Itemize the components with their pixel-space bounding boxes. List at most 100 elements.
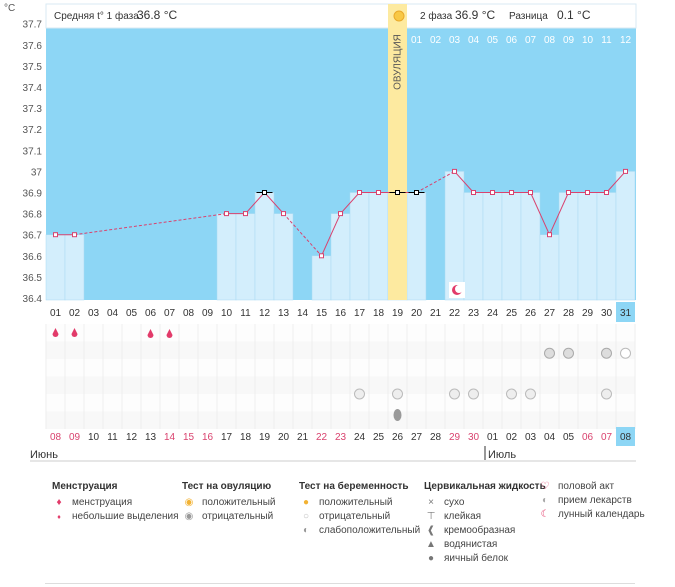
date-label: 02 bbox=[506, 432, 518, 443]
date-label: 11 bbox=[107, 432, 118, 443]
phase2-day-label: 05 bbox=[487, 35, 499, 46]
sticky-icon: ⊤ bbox=[426, 511, 436, 522]
cycle-day-number: 28 bbox=[563, 308, 575, 319]
temperature-bar bbox=[463, 192, 484, 301]
symptom-grid bbox=[45, 324, 636, 429]
temperature-point bbox=[623, 168, 628, 174]
ovulation-negative-icon bbox=[563, 347, 574, 359]
date-label: 08 bbox=[50, 432, 62, 443]
today-date-highlight bbox=[616, 427, 635, 446]
cycle-day-number: 21 bbox=[430, 308, 442, 319]
cycle-day-number: 29 bbox=[582, 308, 594, 319]
y-tick-label: 36.7 bbox=[23, 231, 43, 242]
temperature-bar bbox=[444, 171, 465, 301]
cycle-day-number: 23 bbox=[468, 308, 480, 319]
date-label: 04 bbox=[544, 432, 556, 443]
line-segment bbox=[340, 192, 360, 214]
grid-row bbox=[46, 324, 635, 342]
egg-white-icon: ● bbox=[427, 553, 435, 564]
dry-icon: × bbox=[428, 497, 434, 508]
line-segment bbox=[283, 213, 322, 257]
date-label: 10 bbox=[88, 432, 100, 443]
legend-title: Цервикальная жидкость bbox=[424, 481, 546, 492]
menstruation-drop-icon bbox=[166, 329, 173, 338]
cycle-day-number: 14 bbox=[297, 308, 309, 319]
ovulation-column: ОВУЛЯЦИЯ bbox=[388, 4, 407, 300]
date-label: 16 bbox=[202, 432, 214, 443]
temperature-points bbox=[53, 168, 628, 259]
cycle-day-number: 15 bbox=[316, 308, 328, 319]
pill-icon bbox=[354, 388, 365, 400]
temperature-point bbox=[566, 190, 571, 195]
date-label: 21 bbox=[297, 432, 309, 443]
temperature-bar bbox=[235, 213, 256, 301]
phase2-day-label: 07 bbox=[525, 35, 537, 46]
cycle-day-number: 11 bbox=[240, 308, 251, 319]
temperature-point bbox=[547, 232, 552, 238]
temperature-bar bbox=[406, 192, 427, 301]
temperature-bar bbox=[216, 213, 237, 301]
date-label: 09 bbox=[69, 432, 81, 443]
ovulation-band bbox=[388, 4, 407, 300]
legend-cervical-fluid: Цервикальная жидкость × сухо ⊤ клейкая ❰ кр… bbox=[424, 480, 546, 566]
temperature-bar bbox=[64, 234, 85, 301]
date-label: 08 bbox=[620, 432, 632, 443]
month-july: Июль bbox=[488, 449, 516, 461]
temperature-point bbox=[414, 190, 419, 195]
moon-icon[interactable] bbox=[449, 282, 465, 298]
line-segment bbox=[74, 213, 227, 236]
moon-legend-icon: ☾ bbox=[540, 509, 550, 520]
legend-item: ▲ водянистая bbox=[424, 538, 546, 552]
legend-item: ◐ слабоположительный bbox=[299, 524, 420, 538]
date-label: 27 bbox=[411, 432, 423, 443]
pregnancy-weak-icon: ◐ bbox=[302, 525, 310, 536]
temperature-bar bbox=[330, 213, 351, 301]
y-tick-label: 36.8 bbox=[23, 210, 43, 221]
pregnancy-positive-icon: ● bbox=[302, 497, 310, 508]
date-label: 07 bbox=[601, 432, 613, 443]
phase2-label: 2 фаза bbox=[420, 10, 453, 22]
ovulation-negative-icon: ◉ bbox=[184, 511, 194, 522]
menstruation-drop-icon bbox=[147, 329, 154, 338]
line-segment bbox=[264, 192, 284, 214]
temperature-point bbox=[72, 232, 77, 238]
temperature-point bbox=[53, 232, 58, 238]
phase2-day-label: 06 bbox=[506, 35, 518, 46]
date-label: 25 bbox=[373, 432, 385, 443]
legend: Менструация ♦ менструация ♦ небольшие выде… bbox=[0, 480, 675, 570]
creamy-icon: ❰ bbox=[426, 525, 436, 536]
date-label: 13 bbox=[145, 432, 157, 443]
sun-icon bbox=[393, 10, 405, 22]
legend-title: Тест на беременность bbox=[299, 481, 409, 492]
y-unit: °C bbox=[4, 3, 15, 14]
legend-item: ♡ половой акт bbox=[538, 480, 645, 494]
grid-row bbox=[46, 376, 635, 394]
phase2-day-label: 11 bbox=[601, 35, 612, 46]
heart-icon: ♡ bbox=[540, 481, 550, 492]
temperature-point bbox=[319, 253, 324, 259]
cycle-day-number: 16 bbox=[335, 308, 347, 319]
cycle-day-number: 06 bbox=[145, 308, 157, 319]
ovulation-positive-icon: ◉ bbox=[184, 497, 194, 508]
date-label: 14 bbox=[164, 432, 176, 443]
phase2-day-labels: 01 02 03 04 05 06 07 08 09 10 11 12 bbox=[411, 35, 632, 46]
menstruation-drop-icon bbox=[71, 328, 78, 337]
y-tick-label: 37.6 bbox=[23, 41, 43, 52]
cycle-day-number: 25 bbox=[506, 308, 518, 319]
today-highlight bbox=[616, 302, 635, 322]
temperature-point bbox=[585, 190, 590, 195]
cycle-day-number: 31 bbox=[620, 308, 632, 319]
pregnancy-negative-icon: ○ bbox=[302, 511, 310, 522]
ovulation-negative-icon bbox=[544, 347, 555, 359]
phase2-day-label: 01 bbox=[411, 35, 423, 46]
diff-value: 0.1 °C bbox=[557, 8, 591, 22]
date-label: 19 bbox=[259, 432, 271, 443]
cycle-day-number: 03 bbox=[88, 308, 100, 319]
date-label: 29 bbox=[449, 432, 461, 443]
date-label: 01 bbox=[487, 432, 499, 443]
y-tick-label: 37.5 bbox=[23, 62, 43, 73]
date-label: 06 bbox=[582, 432, 594, 443]
date-label: 05 bbox=[563, 432, 575, 443]
date-label: 12 bbox=[126, 432, 138, 443]
menstruation-drop-icon bbox=[52, 328, 59, 337]
